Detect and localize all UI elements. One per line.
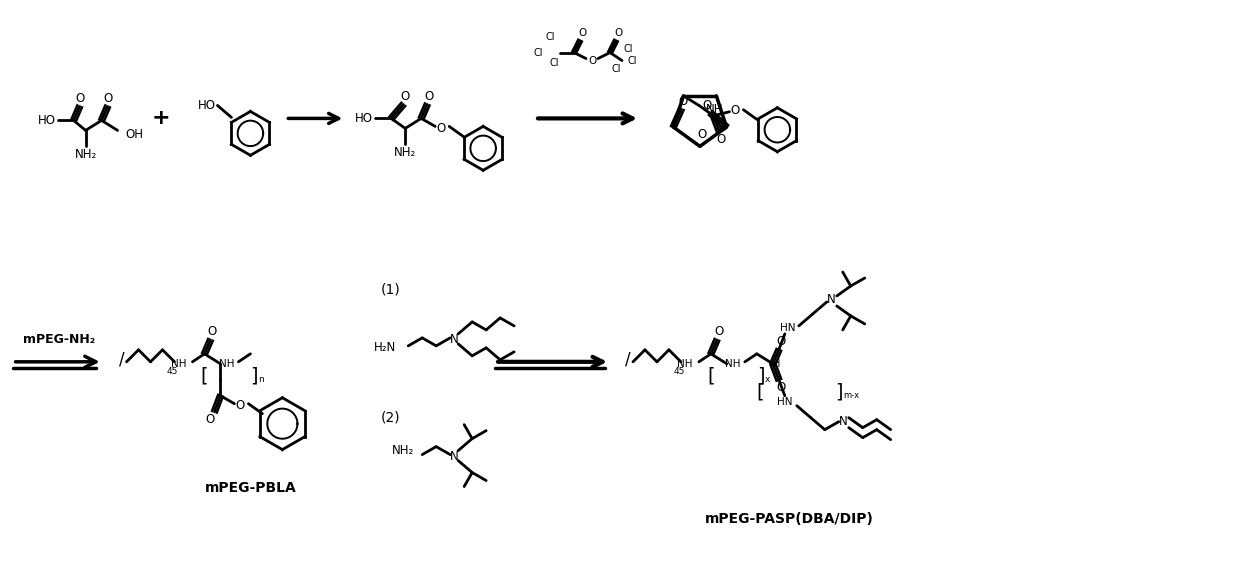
Text: O: O (730, 104, 740, 117)
Text: 45: 45 (673, 367, 684, 376)
Text: NH₂: NH₂ (74, 148, 97, 161)
Text: O: O (614, 28, 622, 38)
Text: NH: NH (725, 359, 740, 369)
Text: 45: 45 (167, 367, 179, 376)
Text: [: [ (756, 382, 764, 401)
Text: m-x: m-x (843, 391, 859, 400)
Text: O: O (714, 325, 723, 339)
Text: O: O (74, 92, 84, 105)
Text: HO: HO (197, 99, 216, 112)
Text: O: O (424, 90, 434, 103)
Text: /: / (625, 351, 631, 369)
Text: O: O (588, 56, 596, 65)
Text: O: O (401, 90, 410, 103)
Text: ]: ] (250, 366, 258, 385)
Text: O: O (776, 335, 785, 348)
Text: O: O (436, 122, 446, 135)
Text: O: O (678, 95, 688, 108)
Text: HN: HN (777, 397, 792, 407)
Text: mPEG-PBLA: mPEG-PBLA (205, 481, 296, 494)
Text: Cl: Cl (627, 56, 636, 65)
Text: (2): (2) (381, 411, 401, 425)
Text: +: + (151, 108, 170, 128)
Text: /: / (119, 351, 124, 369)
Text: [: [ (707, 366, 714, 385)
Text: O: O (702, 99, 712, 112)
Text: NH₂: NH₂ (392, 444, 414, 457)
Text: HO: HO (37, 114, 56, 127)
Text: OH: OH (125, 128, 144, 141)
Text: NH: NH (171, 359, 186, 369)
Text: HO: HO (356, 112, 373, 125)
Text: Cl: Cl (533, 48, 543, 57)
Text: NH: NH (706, 103, 723, 116)
Text: x: x (765, 375, 770, 384)
Text: N: N (450, 450, 459, 463)
Text: HN: HN (780, 323, 796, 333)
Text: (1): (1) (381, 283, 401, 297)
Text: N: N (450, 333, 459, 346)
Text: O: O (776, 381, 785, 394)
Text: ]: ] (756, 366, 764, 385)
Text: n: n (258, 375, 264, 384)
Text: O: O (208, 325, 217, 339)
Text: NH: NH (677, 359, 693, 369)
Text: O: O (236, 399, 246, 412)
Text: mPEG-PASP(DBA/DIP): mPEG-PASP(DBA/DIP) (706, 512, 874, 527)
Text: NH: NH (218, 359, 234, 369)
Text: N: N (826, 293, 835, 307)
Text: O: O (717, 133, 727, 146)
Text: Cl: Cl (624, 44, 632, 54)
Text: Cl: Cl (546, 32, 554, 42)
Text: O: O (697, 128, 707, 141)
Text: mPEG-NH₂: mPEG-NH₂ (22, 333, 94, 346)
Text: O: O (206, 413, 215, 426)
Text: O: O (103, 92, 112, 105)
Text: O: O (578, 28, 587, 38)
Text: H: H (773, 359, 780, 369)
Text: Cl: Cl (549, 57, 559, 68)
Text: H₂N: H₂N (374, 342, 397, 354)
Text: ]: ] (835, 382, 842, 401)
Text: NH₂: NH₂ (394, 146, 417, 159)
Text: Cl: Cl (611, 64, 621, 73)
Text: N: N (838, 415, 847, 428)
Text: [: [ (201, 366, 208, 385)
